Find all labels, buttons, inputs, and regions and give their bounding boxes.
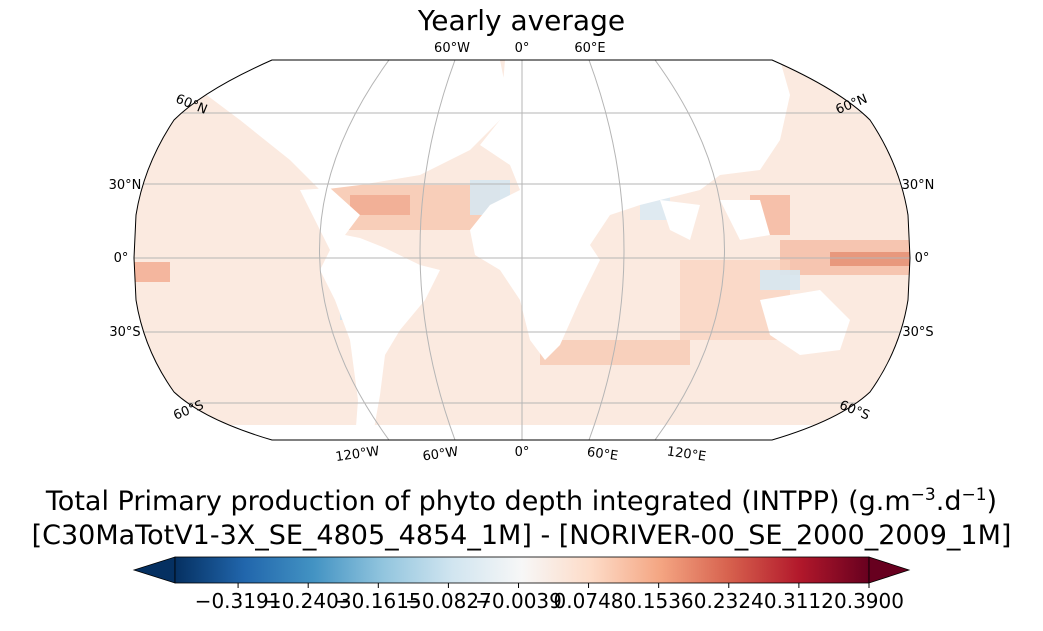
bottom-lon-label: 60°E <box>586 445 619 464</box>
colorbar-tick-label: −0.3191 <box>195 589 282 613</box>
colorbar-tick-label: −0.0039 <box>475 589 562 613</box>
colorbar-tick-label: 0.2324 <box>694 589 764 613</box>
bottom-lon-label: 0° <box>515 445 530 460</box>
colorbar-tick-label: −0.0827 <box>405 589 492 613</box>
left-lat-label: 30°S <box>109 325 140 340</box>
bottom-lon-label: 60°W <box>422 445 460 465</box>
colorbar-caption-line2: [C30MaTotV1-3X_SE_4805_4854_1M] - [NORIV… <box>31 520 1012 551</box>
right-lat-label: 0° <box>915 251 930 266</box>
colorbar-tick-label: 0.0748 <box>554 589 624 613</box>
colorbar-tick-label: 0.1536 <box>624 589 694 613</box>
top-lon-label: 60°E <box>574 41 605 56</box>
caption-text: .d <box>935 486 962 517</box>
left-lat-label: 30°N <box>109 178 142 193</box>
top-lon-label: 60°W <box>434 41 470 56</box>
ocean-field <box>134 60 910 440</box>
colorbar-body <box>174 556 870 584</box>
top-lon-label: 0° <box>515 41 530 56</box>
colorbar-tick-label: 0.3900 <box>834 589 904 613</box>
right-lat-label: 30°N <box>902 178 935 193</box>
colorbar-tick-label: −0.2403 <box>265 589 352 613</box>
colorbar-tick-label: 0.3112 <box>764 589 834 613</box>
right-lat-label: 30°S <box>902 325 933 340</box>
caption-superscript: −1 <box>961 485 987 505</box>
colorbar-ticks: −0.3191−0.2403−0.1615−0.0827−0.00390.074… <box>195 583 904 613</box>
caption-text: Total Primary production of phyto depth … <box>45 486 911 517</box>
bottom-lon-label: 120°W <box>335 444 381 465</box>
colorbar-caption-line1: Total Primary production of phyto depth … <box>0 485 1043 517</box>
graticule <box>134 60 910 440</box>
caption-text: ) <box>986 486 998 517</box>
colorbar-tick-label: −0.1615 <box>335 589 422 613</box>
left-lat-label: 0° <box>114 251 129 266</box>
chart-title: Yearly average <box>417 4 626 37</box>
bottom-lon-label: 120°E <box>666 444 707 464</box>
robinson-map: 60°W 0° 60°E 120°W 60°W 0° 60°E 120°E 60… <box>109 41 935 465</box>
colorbar-extend-min <box>132 556 176 584</box>
globe-outline <box>133 59 911 441</box>
colorbar-extend-max <box>868 556 911 584</box>
caption-superscript: −3 <box>910 485 936 505</box>
